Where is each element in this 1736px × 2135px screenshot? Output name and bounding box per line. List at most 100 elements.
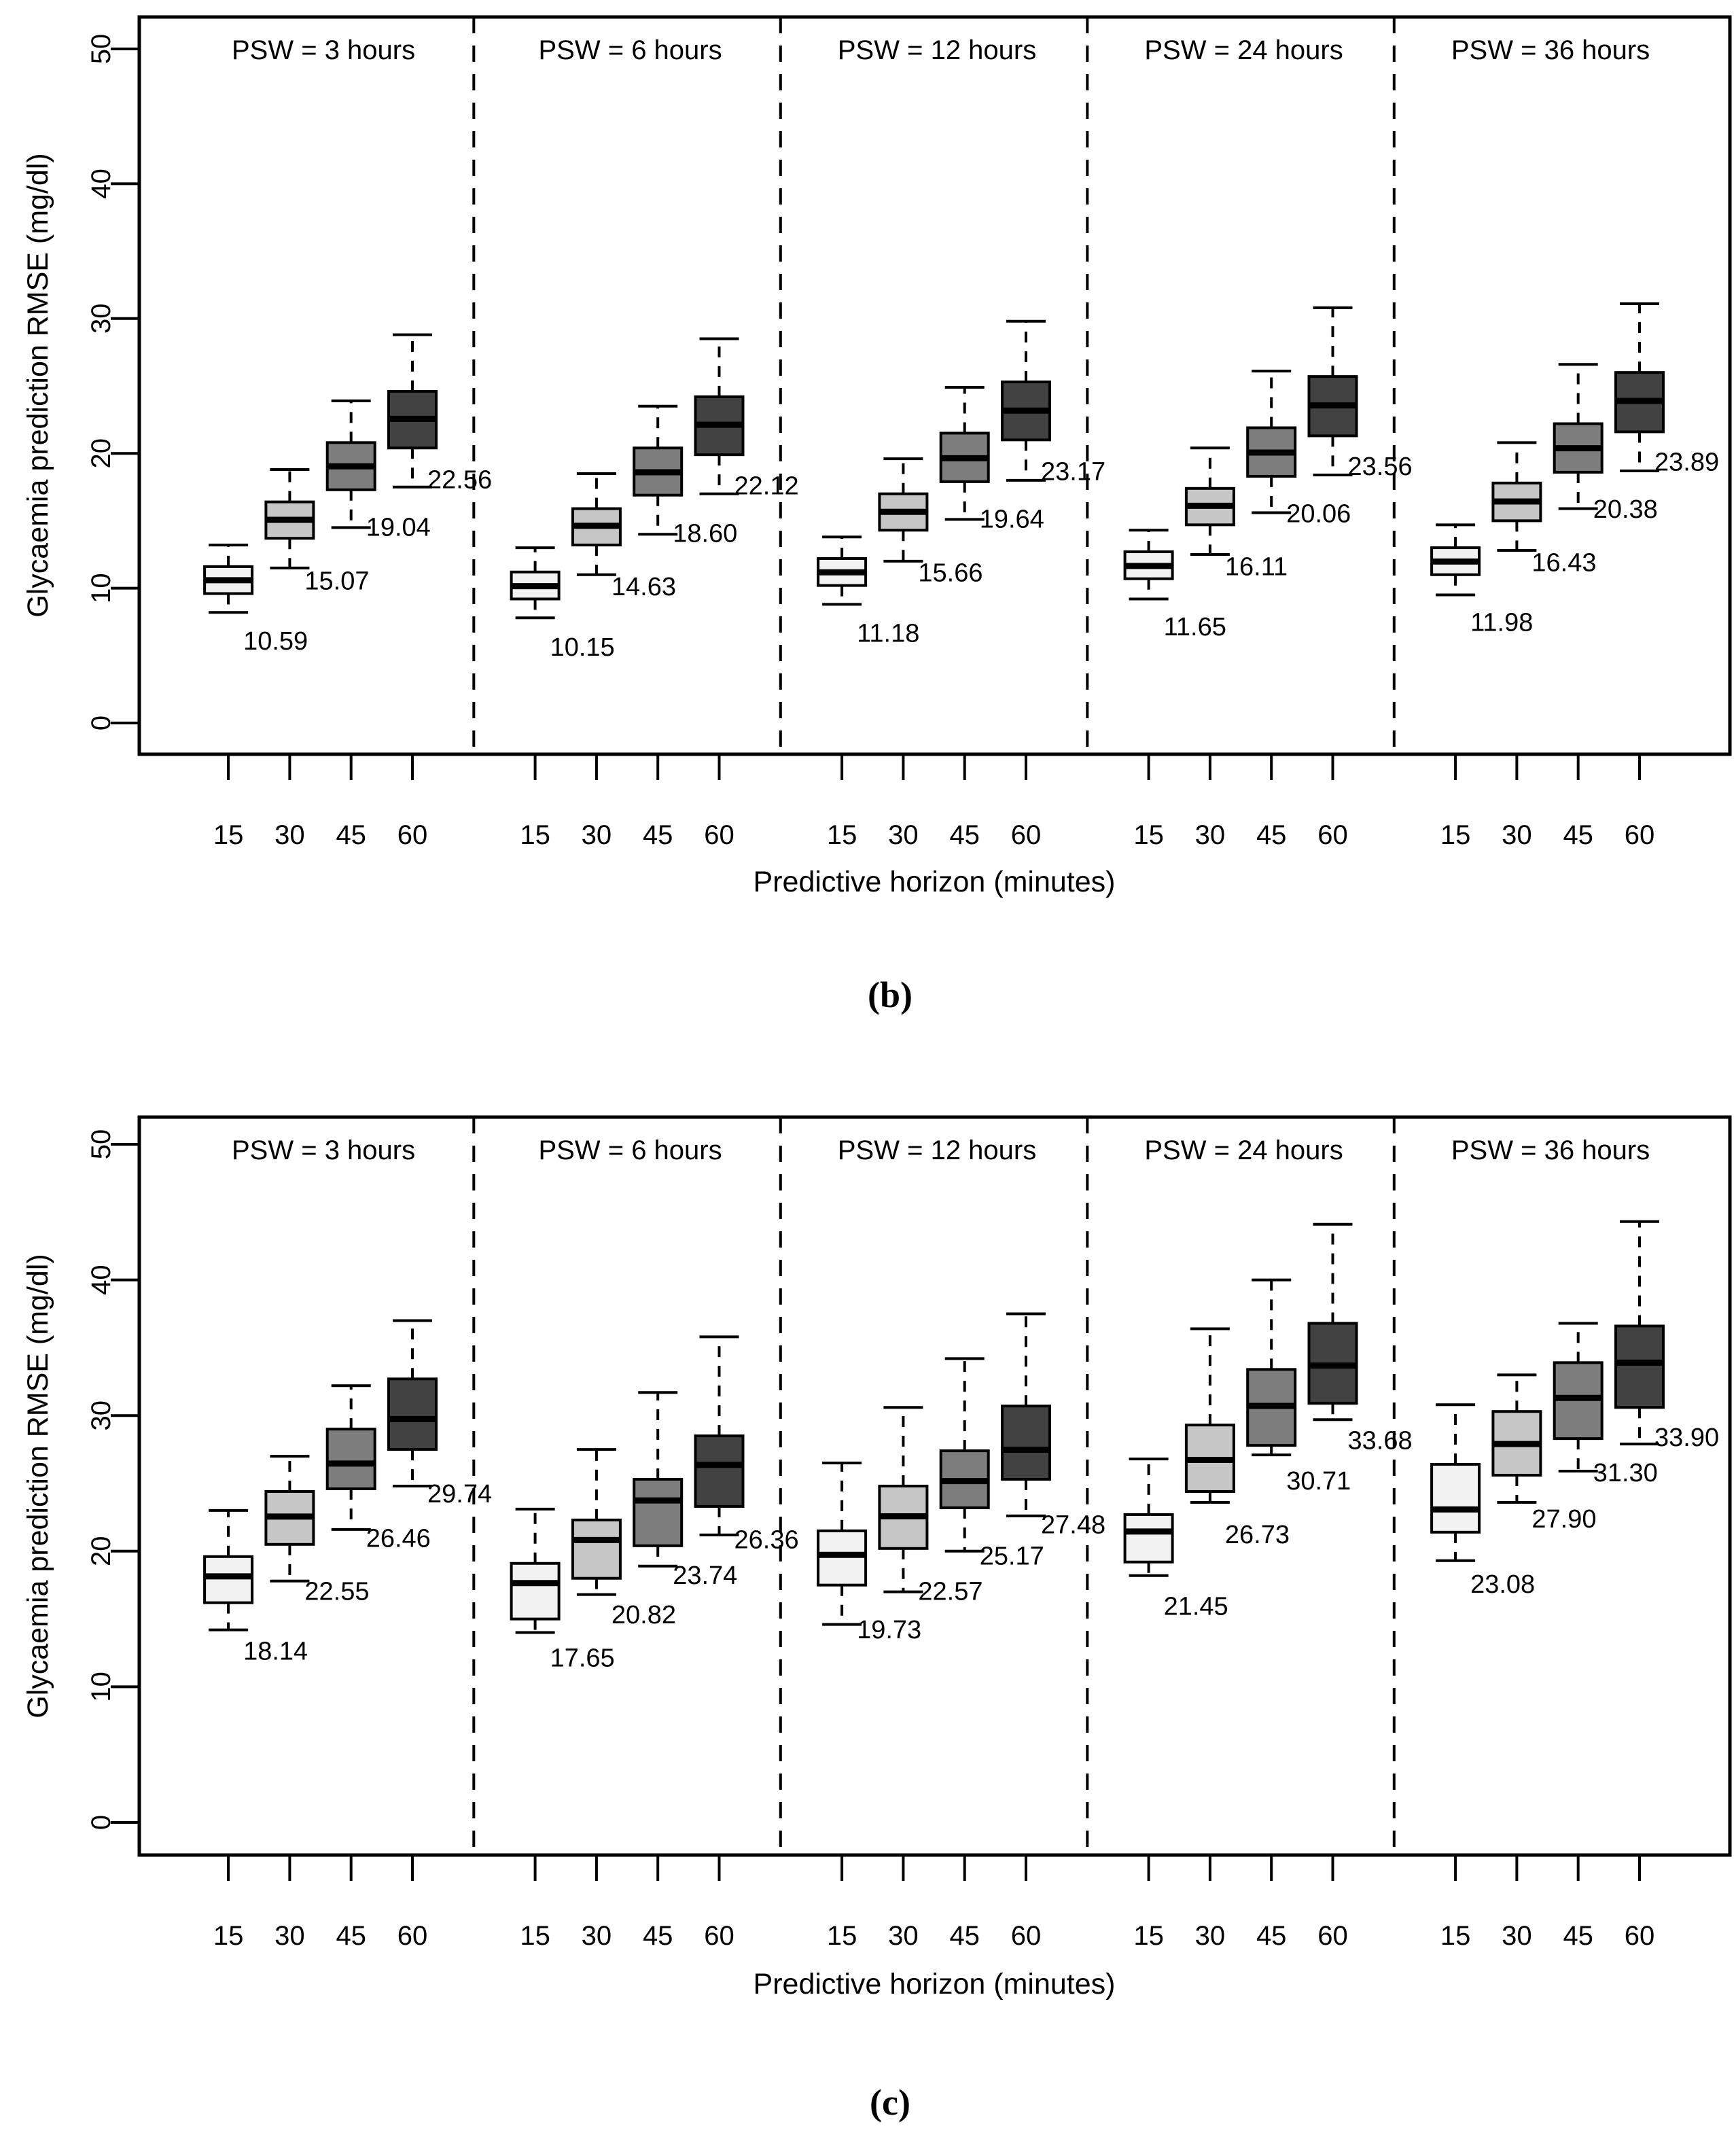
median-value-label: 10.15 [550, 633, 615, 662]
panel-title: PSW = 6 hours [539, 35, 722, 65]
x-tick-label: 45 [1256, 820, 1287, 850]
median-value-label: 15.66 [918, 559, 982, 588]
y-axis-title-c: Glycaemia prediction RMSE (mg/dl) [22, 1254, 54, 1718]
median-value-label: 17.65 [550, 1644, 615, 1672]
median-value-label: 14.63 [612, 573, 676, 601]
x-tick-label: 45 [949, 1921, 980, 1951]
boxplot-box [203, 1555, 254, 1604]
panel-title: PSW = 24 hours [1144, 35, 1343, 65]
x-tick-label: 15 [1133, 820, 1164, 850]
x-tick-label: 60 [1625, 1921, 1655, 1951]
figure-caption-b: (b) [868, 974, 913, 1015]
figure-caption-c: (c) [870, 2082, 910, 2123]
x-tick-label: 15 [1440, 820, 1471, 850]
median-value-label: 23.74 [673, 1561, 737, 1590]
median-value-label: 26.36 [734, 1526, 799, 1555]
x-tick-label: 60 [704, 1921, 734, 1951]
x-tick-label: 30 [274, 1921, 305, 1951]
panel-title: PSW = 36 hours [1451, 35, 1650, 65]
median-value-label: 18.14 [243, 1638, 308, 1666]
median-value-label: 10.59 [243, 627, 308, 656]
boxplot-box [510, 1561, 561, 1621]
median-value-label: 20.82 [612, 1601, 676, 1629]
x-tick-label: 30 [582, 1921, 612, 1951]
plot-frame [137, 1115, 1732, 1857]
y-tick-label: 20 [86, 1536, 116, 1567]
median-value-label: 23.08 [1470, 1570, 1535, 1599]
median-value-label: 31.30 [1593, 1459, 1658, 1487]
x-tick-label: 30 [1502, 1921, 1532, 1951]
y-axis-title-b: Glycaemia prediction RMSE (mg/dl) [22, 153, 54, 617]
x-tick-label: 60 [1011, 820, 1042, 850]
boxplot-box [325, 1428, 376, 1490]
x-tick-label: 15 [213, 1921, 244, 1951]
median-value-label: 20.06 [1286, 499, 1351, 528]
median-value-label: 11.98 [1470, 609, 1533, 637]
x-tick-label: 15 [1133, 1921, 1164, 1951]
x-tick-label: 30 [888, 820, 919, 850]
plot-frame [137, 15, 1732, 756]
median-value-label: 20.38 [1593, 495, 1658, 524]
median-value-label: 16.11 [1225, 553, 1288, 582]
chart-c-canvas: 0 10 20 30 40 50 PSW = 3 hours 15 18.14 30 22.55 45… [86, 1115, 1732, 1951]
x-tick-label: 15 [1440, 1921, 1471, 1951]
y-tick-label: 10 [86, 1672, 116, 1702]
x-axis-title-c: Predictive horizon (minutes) [754, 1968, 1116, 2000]
median-value-label: 26.46 [366, 1525, 431, 1553]
y-tick-label: 40 [86, 1265, 116, 1295]
x-tick-label: 15 [827, 820, 857, 850]
median-value-label: 19.73 [857, 1616, 921, 1644]
median-value-label: 18.60 [673, 519, 737, 548]
x-tick-label: 60 [1317, 1921, 1348, 1951]
median-value-label: 11.65 [1164, 613, 1226, 641]
median-value-label: 22.57 [918, 1577, 982, 1606]
panel-title: PSW = 3 hours [232, 1135, 415, 1165]
median-value-label: 33.68 [1348, 1427, 1413, 1455]
x-tick-label: 60 [1317, 820, 1348, 850]
x-tick-label: 45 [643, 1921, 673, 1951]
boxplot-box [1123, 1513, 1174, 1564]
median-value-label: 23.17 [1041, 458, 1105, 487]
x-tick-label: 30 [274, 820, 305, 850]
median-value-label: 26.73 [1225, 1521, 1290, 1549]
panel-title: PSW = 24 hours [1144, 1135, 1343, 1165]
median-value-label: 27.90 [1531, 1505, 1596, 1534]
x-tick-label: 60 [397, 820, 428, 850]
median-value-label: 21.45 [1164, 1593, 1228, 1621]
panel-title: PSW = 12 hours [838, 35, 1036, 65]
x-tick-label: 15 [520, 1921, 550, 1951]
x-tick-label: 60 [397, 1921, 428, 1951]
y-tick-label: 40 [86, 169, 116, 199]
median-value-label: 15.07 [304, 567, 369, 595]
x-tick-label: 45 [1563, 1921, 1593, 1951]
boxplot-box [817, 1529, 868, 1587]
panel-title: PSW = 6 hours [539, 1135, 722, 1165]
boxplot-box [387, 1377, 438, 1451]
boxplot-box [1614, 1324, 1665, 1409]
median-value-label: 22.55 [304, 1578, 369, 1606]
panel-title: PSW = 3 hours [232, 35, 415, 65]
median-value-label: 25.17 [980, 1542, 1044, 1570]
median-value-label: 11.18 [857, 619, 919, 648]
y-tick-label: 10 [86, 573, 116, 603]
boxplot-box [633, 1478, 684, 1547]
x-tick-label: 45 [949, 820, 980, 850]
y-tick-label: 30 [86, 1400, 116, 1431]
y-tick-label: 50 [86, 34, 116, 65]
median-value-label: 23.89 [1654, 448, 1719, 476]
median-value-label: 22.56 [427, 466, 492, 495]
x-tick-label: 15 [520, 820, 550, 850]
x-tick-label: 15 [213, 820, 244, 850]
x-tick-label: 60 [1011, 1921, 1042, 1951]
x-tick-label: 45 [643, 820, 673, 850]
x-tick-label: 30 [582, 820, 612, 850]
boxplot-box [1001, 1405, 1051, 1481]
y-tick-label: 50 [86, 1129, 116, 1160]
x-tick-label: 30 [1195, 820, 1226, 850]
median-value-label: 27.48 [1041, 1511, 1105, 1539]
median-value-label: 23.56 [1348, 453, 1413, 481]
panel-title: PSW = 36 hours [1451, 1135, 1650, 1165]
median-value-label: 16.43 [1531, 548, 1596, 577]
x-tick-label: 60 [704, 820, 734, 850]
